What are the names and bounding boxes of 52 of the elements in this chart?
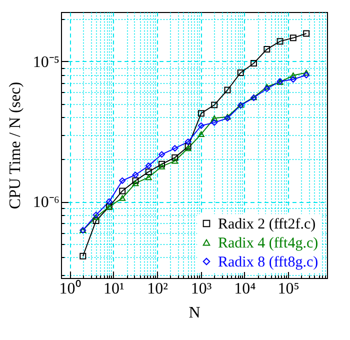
point [92,217,100,224]
point [92,214,100,220]
x-tick-label: 10¹ [104,280,125,298]
y-axis-title: CPU Time / N (sec) [6,82,24,210]
point [172,154,178,161]
point [237,69,244,76]
point [290,72,296,78]
x-tick-label: 10⁴ [234,280,256,298]
legend-label: Radix 2 (fft2f.c) [218,216,316,232]
point [172,145,178,152]
point [132,180,139,186]
point [106,198,112,205]
point [211,119,218,126]
y-tick-label: 10⁻⁶ [32,194,60,212]
point [198,131,204,137]
point [224,86,231,94]
point [172,158,178,164]
x-tick-label: 10⁰ [59,280,82,298]
x-tick-label: 10⁵ [278,280,300,298]
point [158,151,165,158]
legend-label: Radix 8 (fft8g.c) [218,254,318,270]
point [264,84,270,90]
x-axis-title: N [188,304,201,322]
point [303,30,310,37]
point [132,172,139,178]
point [198,122,204,129]
legend-label: Radix 4 (fft4g.c) [218,236,318,252]
y-tick-label: 10⁻⁵ [32,54,60,71]
point [290,34,296,42]
point [198,110,204,117]
point [250,60,257,66]
point [264,86,270,92]
point [211,102,218,108]
point [119,188,126,194]
point [145,168,152,176]
point [145,162,152,170]
point [145,174,152,180]
point [184,138,192,146]
point [303,70,310,76]
point [276,38,284,45]
point [303,72,310,78]
point [290,76,296,83]
point [132,177,139,184]
point [158,164,165,170]
point [119,195,126,201]
point [264,46,270,53]
point [211,115,218,122]
point [119,177,126,184]
point [158,160,165,168]
x-tick-label: 10² [147,280,168,298]
x-tick-label: 10³ [190,280,212,298]
point [80,252,86,260]
